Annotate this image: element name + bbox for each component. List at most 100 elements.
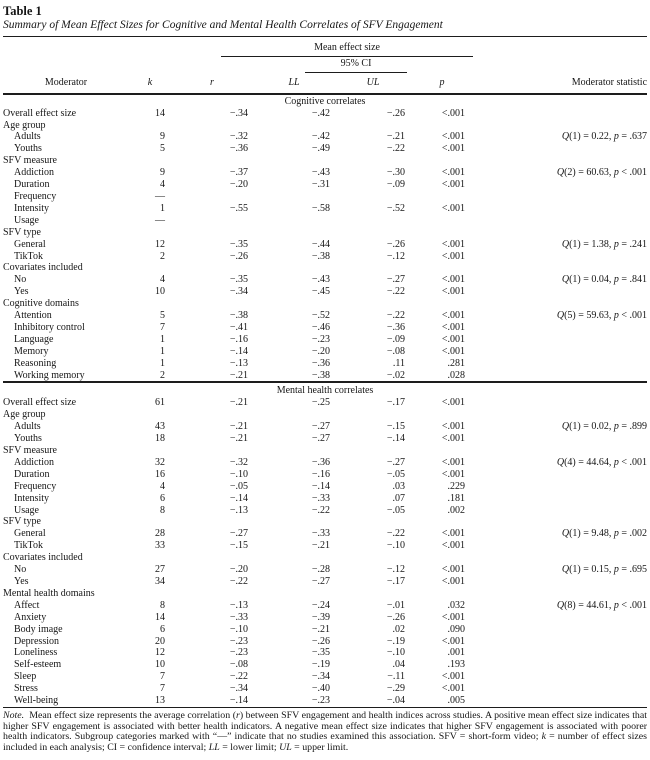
cell-r: −.32 (229, 131, 248, 143)
cell-p (411, 215, 473, 227)
cell-ll: −.43 (311, 274, 330, 286)
cell-k: 27 (155, 564, 165, 576)
cell-p: .281 (447, 357, 466, 369)
cell-moderator-statistic (473, 481, 647, 493)
cell-ul: .04 (392, 659, 406, 671)
cell-ll: −.52 (311, 310, 330, 322)
cell-ll: −.33 (311, 528, 330, 540)
cell-p: <.001 (441, 310, 466, 322)
col-header-moderator: Moderator (3, 72, 129, 95)
cell-k (129, 588, 171, 600)
cell-ll (253, 298, 335, 310)
table-row: Self-esteem 10 −.08 −.19 .04 .193 (3, 659, 647, 671)
section-label-row: Cognitive correlates (3, 94, 647, 108)
cell-moderator: Overall effect size (3, 107, 77, 119)
section-label: Mental health correlates (3, 381, 648, 398)
cell-r: −.26 (229, 250, 248, 262)
cell-ll: −.14 (311, 480, 330, 492)
group-row: Age group (3, 120, 647, 132)
cell-r: −.37 (229, 167, 248, 179)
cell-r: −.34 (229, 683, 248, 695)
cell-p (411, 445, 473, 457)
cell-ul: −.12 (386, 250, 405, 262)
cell-r (171, 155, 253, 167)
group-row: Age group (3, 409, 647, 421)
cell-ll: −.19 (311, 659, 330, 671)
cell-ll: −.24 (311, 599, 330, 611)
cell-k: 10 (155, 659, 165, 671)
cell-p (411, 552, 473, 564)
table-row: Frequency — (3, 191, 647, 203)
cell-p (411, 227, 473, 239)
cell-ll: −.36 (311, 357, 330, 369)
cell-moderator-statistic: Q(1) = 9.48, p = .002 (561, 528, 648, 540)
cell-r: −.27 (229, 528, 248, 540)
table-row: Addiction 9 −.37 −.43 −.30 <.001 Q(2) = 60.63,… (3, 167, 647, 179)
group-row: SFV type (3, 227, 647, 239)
cell-p (411, 155, 473, 167)
cell-p (411, 588, 473, 600)
cell-r: −.20 (229, 564, 248, 576)
table-row: Usage 8 −.13 −.22 −.05 .002 (3, 505, 647, 517)
cell-r: −.21 (229, 433, 248, 445)
cell-p: <.001 (441, 421, 466, 433)
cell-moderator-statistic (473, 683, 647, 695)
table-row: Youths 5 −.36 −.49 −.22 <.001 (3, 143, 647, 155)
cell-moderator: SFV type (3, 516, 41, 528)
cell-p: <.001 (441, 202, 466, 214)
cell-moderator: Usage (14, 214, 39, 226)
table-row: Yes 34 −.22 −.27 −.17 <.001 (3, 576, 647, 588)
col-header-k: k (129, 72, 171, 95)
table-row: No 27 −.20 −.28 −.12 <.001 Q(1) = 0.15, p = .6… (3, 564, 647, 576)
cell-ul (335, 262, 411, 274)
cell-ul: −.11 (387, 671, 405, 683)
cell-moderator: Stress (14, 683, 38, 695)
col-header-ul: UL (335, 72, 411, 95)
cell-moderator-statistic: Q(5) = 59.63, p < .001 (556, 310, 648, 322)
cell-ul (335, 298, 411, 310)
cell-p (411, 409, 473, 421)
cell-ll: −.25 (311, 397, 330, 409)
cell-moderator-statistic (473, 409, 647, 421)
cell-moderator: No (14, 564, 27, 576)
cell-moderator-statistic (473, 358, 647, 370)
cell-k: 33 (155, 540, 165, 552)
cell-p: .032 (447, 599, 466, 611)
cell-ul: −.17 (386, 575, 405, 587)
cell-ul (335, 120, 411, 132)
cell-ll: −.23 (311, 333, 330, 345)
table-row: Adults 43 −.21 −.27 −.15 <.001 Q(1) = 0.02, p … (3, 421, 647, 433)
cell-moderator: TikTok (14, 540, 43, 552)
cell-moderator: Cognitive domains (3, 298, 79, 310)
cell-k: 7 (160, 671, 165, 683)
cell-k: 2 (160, 369, 165, 381)
cell-ll (253, 215, 335, 227)
table-row: Frequency 4 −.05 −.14 .03 .229 (3, 481, 647, 493)
cell-moderator: Youths (14, 143, 42, 155)
group-row: Cognitive domains (3, 298, 647, 310)
cell-moderator-statistic (473, 433, 647, 445)
cell-ll (253, 445, 335, 457)
cell-r: −.20 (229, 179, 248, 191)
cell-ul: −.19 (386, 635, 405, 647)
cell-moderator-statistic: Q(1) = 0.22, p = .637 (561, 131, 648, 143)
cell-p: .229 (447, 480, 466, 492)
table-row: Adults 9 −.32 −.42 −.21 <.001 Q(1) = 0.22, p =… (3, 131, 647, 143)
cell-ul: .07 (392, 492, 406, 504)
group-row: Covariates included (3, 552, 647, 564)
cell-ul: −.22 (386, 286, 405, 298)
cell-k: 1 (160, 345, 165, 357)
cell-ul: −.22 (386, 528, 405, 540)
cell-p: <.001 (441, 345, 466, 357)
cell-r: −.34 (229, 107, 248, 119)
note-label: Note. (3, 709, 25, 721)
cell-p: <.001 (441, 575, 466, 587)
cell-ll: −.38 (311, 369, 330, 381)
cell-ul: −.27 (386, 456, 405, 468)
table-number: Table 1 (3, 4, 42, 18)
cell-ul: −.10 (386, 647, 405, 659)
cell-ul (335, 409, 411, 421)
cell-r: −.22 (229, 671, 248, 683)
cell-ul: −.15 (386, 421, 405, 433)
cell-k: 10 (155, 286, 165, 298)
